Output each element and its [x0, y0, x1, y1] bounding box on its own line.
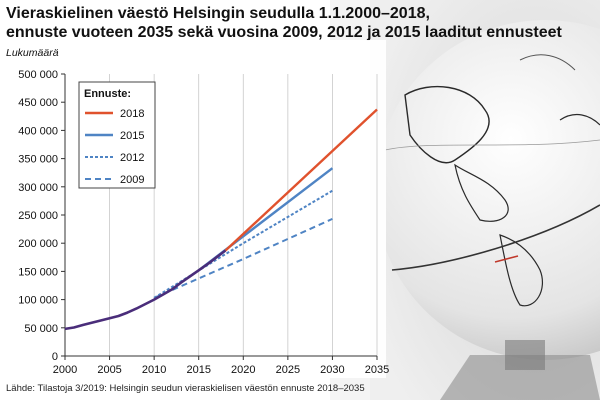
series-line-2009 — [153, 217, 333, 299]
x-tick-label: 2000 — [53, 364, 77, 376]
x-tick-label: 2010 — [142, 364, 166, 376]
y-tick-label: 50 000 — [24, 323, 58, 335]
source-note: Lähde: Tilastoja 3/2019: Helsingin seudu… — [6, 383, 365, 394]
y-axis-label: Lukumäärä — [6, 47, 59, 59]
x-tick-label: 2030 — [320, 364, 344, 376]
y-tick-label: 350 000 — [18, 154, 58, 166]
y-tick-label: 500 000 — [18, 69, 58, 81]
legend-title: Ennuste: — [84, 88, 131, 100]
legend-label-2012: 2012 — [120, 152, 144, 164]
y-tick-label: 300 000 — [18, 182, 58, 194]
y-tick-label: 0 — [52, 351, 58, 363]
y-tick-label: 100 000 — [18, 295, 58, 307]
observed-line — [64, 249, 227, 331]
y-tick-label: 250 000 — [18, 210, 58, 222]
x-tick-label: 2025 — [276, 364, 300, 376]
y-tick-label: 450 000 — [18, 97, 58, 109]
x-tick-label: 2035 — [365, 364, 389, 376]
y-tick-label: 150 000 — [18, 266, 58, 278]
title-line-2: ennuste vuoteen 2035 sekä vuosina 2009, … — [6, 24, 562, 41]
legend-label-2015: 2015 — [120, 130, 144, 142]
x-tick-label: 2005 — [97, 364, 121, 376]
legend-label-2018: 2018 — [120, 108, 144, 120]
y-tick-label: 400 000 — [18, 125, 58, 137]
chart-background — [0, 40, 386, 378]
legend-label-2009: 2009 — [120, 174, 144, 186]
series-line-2018 — [224, 108, 378, 252]
chart-title: Vieraskielinen väestö Helsingin seudulla… — [6, 4, 566, 42]
x-tick-label: 2015 — [186, 364, 210, 376]
title-line-1: Vieraskielinen väestö Helsingin seudulla… — [6, 5, 430, 22]
y-tick-label: 200 000 — [18, 238, 58, 250]
x-tick-label: 2020 — [231, 364, 255, 376]
